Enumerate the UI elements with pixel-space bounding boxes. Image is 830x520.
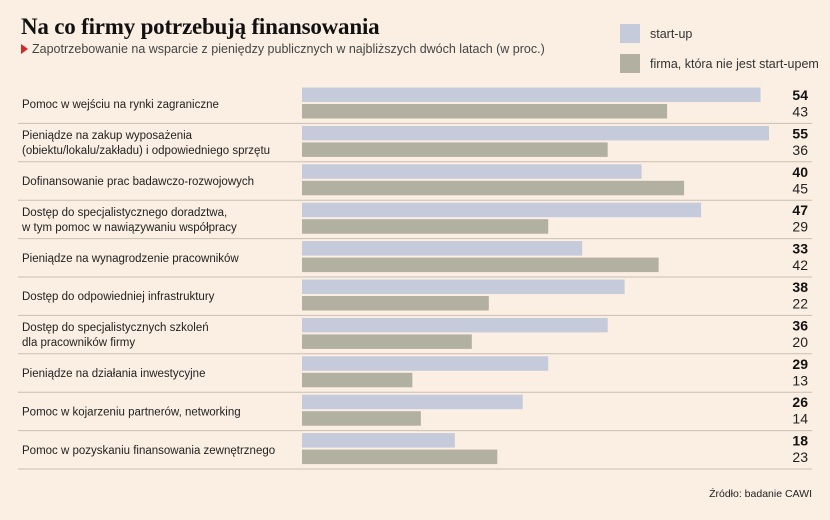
category-label: Pieniądze na działania inwestycyjne bbox=[22, 368, 205, 380]
category-label: (obiektu/lokalu/zakładu) i odpowiedniego… bbox=[22, 145, 270, 157]
data-label-firm: 23 bbox=[792, 449, 808, 465]
bar-firm bbox=[302, 142, 608, 157]
source-note: Źródło: badanie CAWI bbox=[709, 488, 812, 500]
bar-startup bbox=[302, 164, 642, 179]
category-label: Pieniądze na zakup wyposażenia bbox=[22, 130, 193, 142]
bar-startup bbox=[302, 279, 625, 294]
data-label-firm: 36 bbox=[792, 142, 808, 158]
triangle-marker-icon bbox=[21, 44, 28, 54]
data-label-startup: 29 bbox=[792, 356, 808, 372]
chart-subtitle-text: Zapotrzebowanie na wsparcie z pieniędzy … bbox=[32, 42, 545, 56]
legend-label-startup: start-up bbox=[650, 26, 693, 41]
data-label-firm: 20 bbox=[792, 334, 808, 350]
bar-startup bbox=[302, 433, 455, 448]
data-label-startup: 54 bbox=[792, 87, 808, 103]
bar-startup bbox=[302, 317, 608, 333]
data-label-firm: 29 bbox=[792, 219, 808, 235]
bar-startup bbox=[302, 394, 523, 410]
category-label: Dostęp do specjalistycznych szkoleń bbox=[22, 322, 209, 334]
chart-title: Na co firmy potrzebują finansowania bbox=[21, 14, 380, 39]
category-label: Pomoc w kojarzeniu partnerów, networking bbox=[22, 406, 241, 418]
data-label-startup: 36 bbox=[792, 317, 808, 333]
data-label-startup: 18 bbox=[792, 433, 808, 449]
data-label-startup: 38 bbox=[792, 279, 808, 295]
bar-firm bbox=[302, 180, 685, 196]
bar-firm bbox=[302, 334, 472, 349]
bar-startup bbox=[302, 202, 702, 218]
bar-startup bbox=[302, 356, 549, 371]
data-label-firm: 42 bbox=[792, 257, 808, 273]
data-label-firm: 43 bbox=[792, 104, 808, 120]
data-label-firm: 45 bbox=[792, 180, 808, 196]
bar-startup bbox=[302, 241, 583, 256]
bar-firm bbox=[302, 219, 549, 234]
data-label-startup: 26 bbox=[792, 394, 808, 410]
bar-startup bbox=[302, 125, 769, 141]
category-label: Dostęp do specjalistycznego doradztwa, bbox=[22, 207, 227, 219]
data-label-startup: 47 bbox=[792, 202, 808, 218]
category-label: w tym pomoc w nawiązywaniu współpracy bbox=[21, 222, 237, 234]
legend-item-startup: start-up bbox=[620, 24, 692, 43]
bar-firm bbox=[302, 449, 498, 465]
bar-firm bbox=[302, 411, 421, 426]
data-label-firm: 13 bbox=[792, 372, 808, 388]
bar-firm bbox=[302, 104, 668, 119]
data-label-firm: 14 bbox=[792, 411, 808, 427]
category-label: dla pracowników firmy bbox=[22, 337, 135, 349]
legend-item-firm: firma, która nie jest start-upem bbox=[620, 54, 819, 73]
category-label: Pomoc w wejściu na rynki zagraniczne bbox=[22, 99, 219, 111]
legend-swatch-startup bbox=[620, 24, 640, 43]
category-label: Dofinansowanie prac badawczo-rozwojowych bbox=[22, 176, 254, 188]
chart-subtitle: Zapotrzebowanie na wsparcie z pieniędzy … bbox=[21, 42, 545, 56]
data-label-startup: 40 bbox=[792, 164, 808, 180]
legend-swatch-firm bbox=[620, 54, 640, 73]
category-label: Pomoc w pozyskaniu finansowania zewnętrz… bbox=[22, 445, 275, 457]
category-label: Dostęp do odpowiedniej infrastruktury bbox=[22, 291, 215, 303]
data-label-firm: 22 bbox=[792, 296, 808, 312]
legend-label-firm: firma, która nie jest start-upem bbox=[650, 56, 819, 71]
bar-startup bbox=[302, 87, 761, 102]
bar-firm bbox=[302, 296, 489, 311]
data-label-startup: 33 bbox=[792, 241, 808, 257]
bar-firm bbox=[302, 372, 413, 388]
data-label-startup: 55 bbox=[792, 125, 808, 141]
category-label: Pieniądze na wynagrodzenie pracowników bbox=[22, 253, 239, 265]
bar-firm bbox=[302, 257, 659, 273]
